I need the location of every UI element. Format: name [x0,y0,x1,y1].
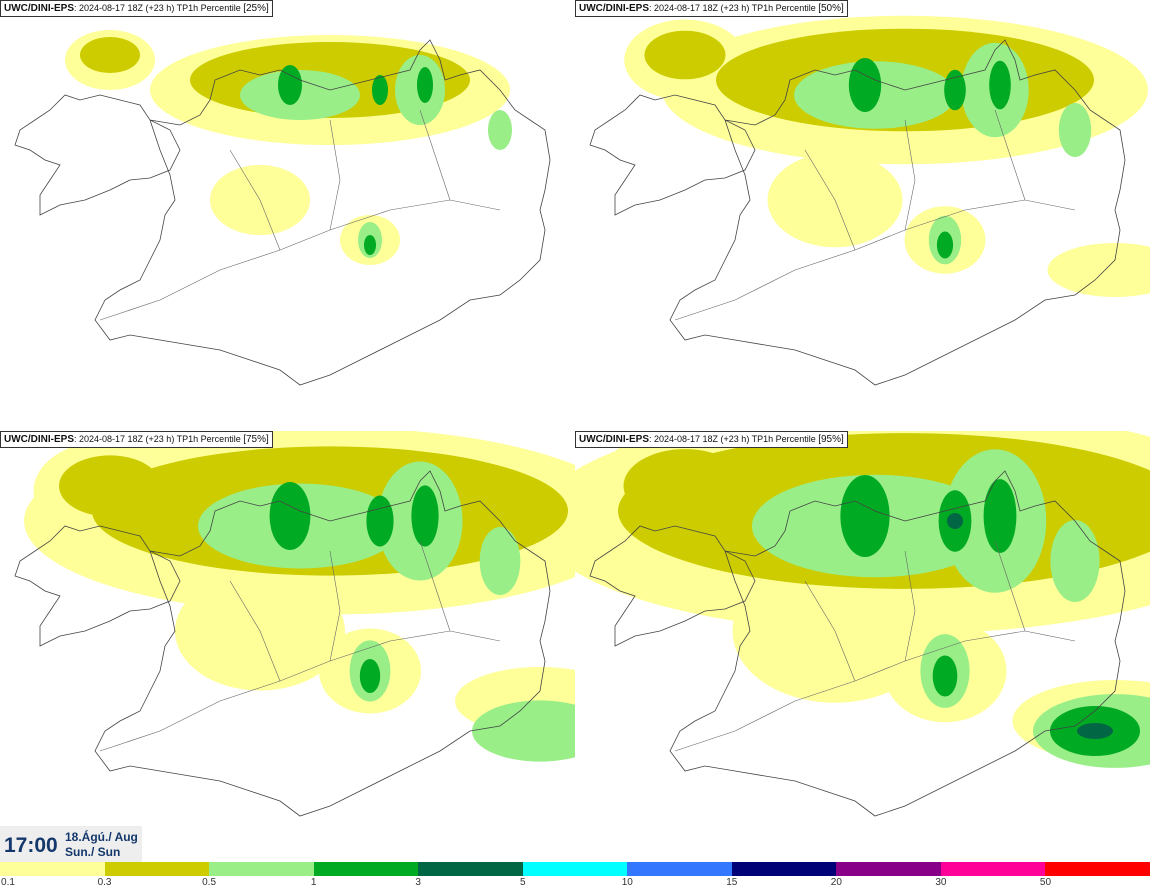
precip-green-area [944,69,966,111]
precip-light-area [1047,243,1150,297]
field-name: TP1h Percentile [174,434,244,444]
precip-lightgreen-area [1058,103,1092,157]
legend-label: 20 [830,877,842,888]
panel-title: UWC/DINI-EPS: 2024-08-17 18Z (+23 h) TP1… [575,431,848,448]
precip-green-area [840,475,890,557]
run-info: : 2024-08-17 18Z (+23 h) [649,434,750,444]
legend-swatch [940,862,1046,876]
legend-label: 5 [519,877,526,888]
precip-map [14,30,551,386]
legend-label: 0.5 [202,877,217,888]
legend-swatch [731,862,837,876]
precip-green-area [936,231,954,259]
precip-darkgreen-area [1077,723,1113,739]
model-name: UWC/DINI-EPS [579,3,649,14]
legend-swatch [313,862,419,876]
run-info: : 2024-08-17 18Z (+23 h) [74,434,175,444]
precip-green-area [359,659,381,693]
panel-title: UWC/DINI-EPS: 2024-08-17 18Z (+23 h) TP1… [0,431,273,448]
coastline [14,470,551,817]
legend-label: 15 [726,877,738,888]
precip-green-area [848,58,882,112]
precip-lightgreen-area [472,700,575,762]
precip-green-area [932,655,958,697]
percentile-label: [95%] [818,434,844,445]
coastline [14,39,551,386]
legend-label: 0.1 [1,877,15,888]
precip-green-area [989,60,1011,110]
precip-lightgreen-area [1050,520,1100,602]
valid-time: 17:00 [4,834,58,857]
legend-label: 3 [415,877,421,888]
legend-label: 50 [1039,877,1052,888]
map-panel-75: UWC/DINI-EPS: 2024-08-17 18Z (+23 h) TP1… [0,431,575,862]
road-lines [674,109,1076,321]
legend-label: 10 [621,877,633,888]
legend-label: 30 [935,877,947,888]
legend-swatch [104,862,210,876]
percentile-label: [25%] [243,3,269,14]
map-panel-50: UWC/DINI-EPS: 2024-08-17 18Z (+23 h) TP1… [575,0,1150,431]
model-name: UWC/DINI-EPS [4,434,74,445]
precip-green-area [372,75,388,105]
precip-lightgreen-area [479,527,521,595]
precip-lightgreen-area [488,110,512,150]
valid-time-box: 17:00 18.Ágú./ Aug Sun./ Sun [0,826,142,862]
precip-green-area [364,235,376,255]
panel-title: UWC/DINI-EPS: 2024-08-17 18Z (+23 h) TP1… [0,0,273,17]
precip-olive-area [59,455,161,517]
map-panel-25: UWC/DINI-EPS: 2024-08-17 18Z (+23 h) TP1… [0,0,575,431]
road-lines [674,540,1076,752]
run-info: : 2024-08-17 18Z (+23 h) [74,3,175,13]
precip-green-area [269,482,311,550]
precip-green-area [278,65,302,105]
road-lines [99,540,501,752]
field-name: TP1h Percentile [174,3,244,13]
precip-green-area [366,495,394,547]
model-name: UWC/DINI-EPS [4,3,74,14]
legend-swatch [0,862,105,876]
precip-olive-area [623,449,747,523]
road-lines [99,109,501,321]
coastline [589,39,1126,386]
precip-green-area [417,67,433,103]
panel-title: UWC/DINI-EPS: 2024-08-17 18Z (+23 h) TP1… [575,0,848,17]
precip-darkgreen-area [947,513,963,529]
legend-swatch [627,862,732,876]
precip-map [589,15,1150,386]
valid-weekday: Sun./ Sun [65,845,121,859]
model-name: UWC/DINI-EPS [579,434,649,445]
precip-green-area [411,485,439,547]
valid-date: 18.Ágú./ Aug [65,830,138,844]
legend-swatch [522,862,628,876]
legend-label: 0.3 [97,877,112,888]
field-name: TP1h Percentile [749,3,819,13]
legend-swatch [209,862,314,876]
precip-map [14,431,575,817]
color-legend: 0.1 0.3 0.5 1 3 5 10 15 20 30 50 [0,862,1150,891]
coastline [589,470,1126,817]
field-name: TP1h Percentile [749,434,819,444]
legend-swatch [418,862,523,876]
percentile-label: [50%] [818,3,844,14]
precip-olive-area [644,30,726,80]
legend-swatch [1045,862,1150,876]
run-info: : 2024-08-17 18Z (+23 h) [649,3,750,13]
precip-map [575,431,1150,817]
legend-color-bar [0,862,1150,876]
precip-olive-area [80,37,140,73]
legend-label: 1 [310,877,317,888]
legend-swatch [836,862,941,876]
map-panel-95: UWC/DINI-EPS: 2024-08-17 18Z (+23 h) TP1… [575,431,1150,862]
percentile-label: [75%] [243,434,269,445]
precip-green-area [983,479,1017,553]
